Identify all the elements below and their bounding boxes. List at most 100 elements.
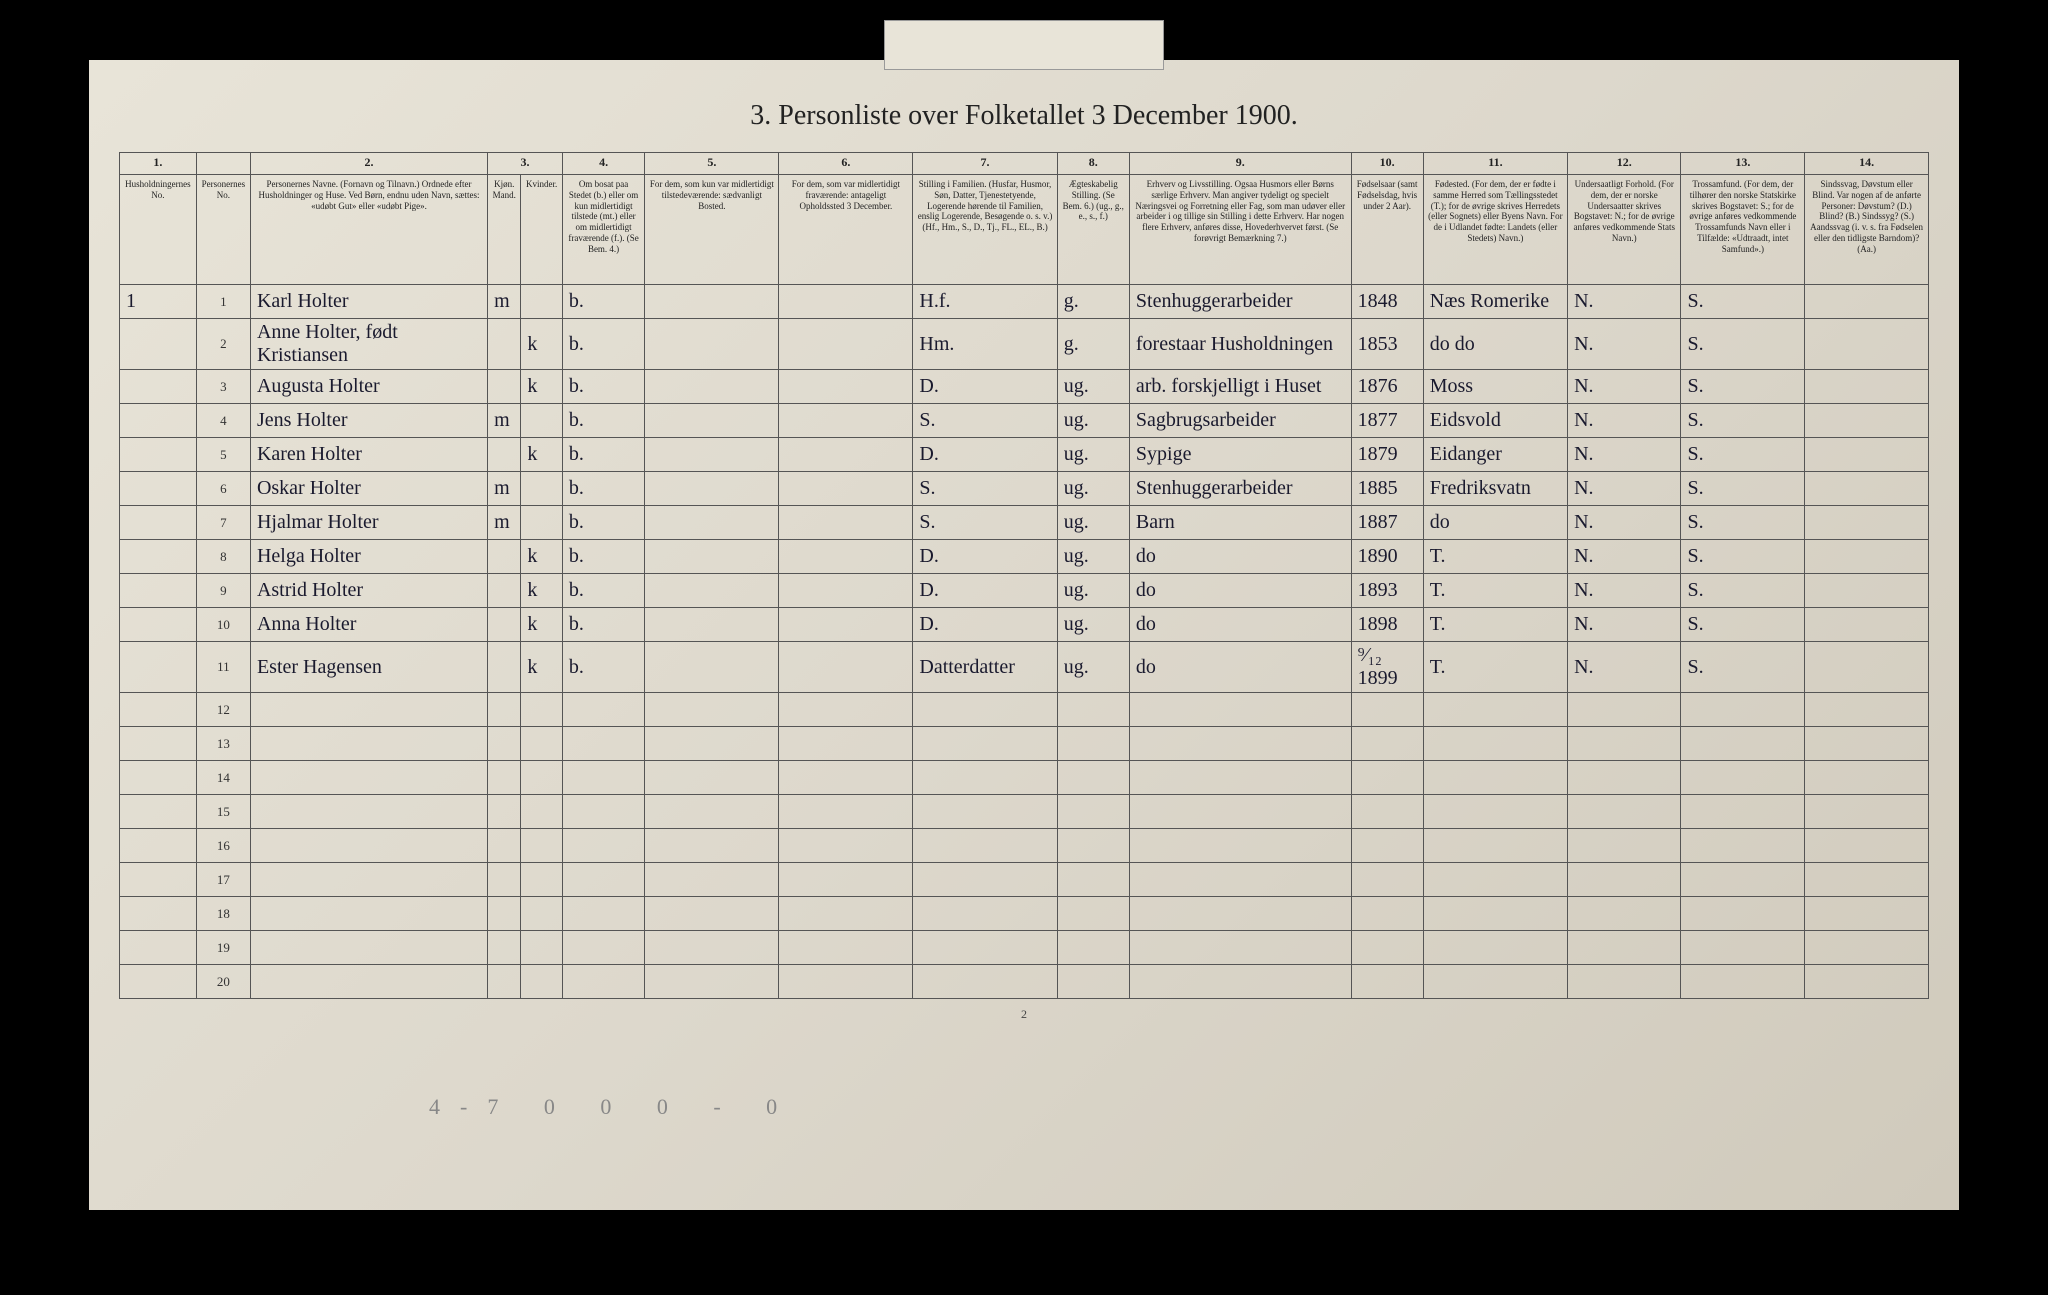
hdr-temp-present: For dem, som kun var midlertidigt tilste… bbox=[645, 175, 779, 285]
cell-marital: ug. bbox=[1057, 404, 1129, 438]
cell-birth-year bbox=[1351, 829, 1423, 863]
cell-sex-k bbox=[521, 863, 563, 897]
cell-disability bbox=[1805, 693, 1929, 727]
cell-temp-present bbox=[645, 727, 779, 761]
cell-name: Oskar Holter bbox=[250, 472, 487, 506]
cell-birthplace bbox=[1423, 897, 1567, 931]
hdr-residence: Om bosat paa Stedet (b.) eller om kun mi… bbox=[562, 175, 644, 285]
cell-nationality: N. bbox=[1568, 370, 1681, 404]
table-row: 3Augusta Holterkb.D.ug.arb. forskjelligt… bbox=[120, 370, 1929, 404]
colnum-8: 8. bbox=[1057, 153, 1129, 175]
table-row: 6Oskar Holtermb.S.ug.Stenhuggerarbeider1… bbox=[120, 472, 1929, 506]
cell-nationality: N. bbox=[1568, 472, 1681, 506]
cell-birth-year: 1893 bbox=[1351, 574, 1423, 608]
cell-birth-year: 1890 bbox=[1351, 540, 1423, 574]
cell-temp-present bbox=[645, 438, 779, 472]
cell-marital bbox=[1057, 931, 1129, 965]
hdr-religion: Trossamfund. (For dem, der tilhører den … bbox=[1681, 175, 1805, 285]
colnum-4: 4. bbox=[562, 153, 644, 175]
colnum-13: 13. bbox=[1681, 153, 1805, 175]
cell-family-pos: H.f. bbox=[913, 285, 1057, 319]
cell-temp-present bbox=[645, 608, 779, 642]
cell-marital: ug. bbox=[1057, 608, 1129, 642]
cell-family-pos: D. bbox=[913, 370, 1057, 404]
cell-temp-absent bbox=[779, 795, 913, 829]
cell-temp-present bbox=[645, 693, 779, 727]
cell-sex-k bbox=[521, 506, 563, 540]
cell-temp-absent bbox=[779, 438, 913, 472]
cell-temp-present bbox=[645, 472, 779, 506]
cell-sex-m bbox=[488, 897, 521, 931]
cell-birthplace: Næs Romerike bbox=[1423, 285, 1567, 319]
cell-temp-absent bbox=[779, 931, 913, 965]
cell-occupation: Sagbrugsarbeider bbox=[1129, 404, 1351, 438]
cell-nationality bbox=[1568, 931, 1681, 965]
cell-sex-k bbox=[521, 931, 563, 965]
cell-religion: S. bbox=[1681, 370, 1805, 404]
table-row: 5Karen Holterkb.D.ug.Sypige1879EidangerN… bbox=[120, 438, 1929, 472]
cell-family-pos bbox=[913, 727, 1057, 761]
cell-occupation: do bbox=[1129, 574, 1351, 608]
cell-marital bbox=[1057, 897, 1129, 931]
cell-household-no bbox=[120, 965, 197, 999]
cell-marital: g. bbox=[1057, 285, 1129, 319]
cell-sex-m bbox=[488, 642, 521, 693]
cell-occupation: do bbox=[1129, 642, 1351, 693]
cell-household-no bbox=[120, 761, 197, 795]
cell-sex-m bbox=[488, 370, 521, 404]
cell-occupation: forestaar Husholdningen bbox=[1129, 319, 1351, 370]
cell-temp-absent bbox=[779, 897, 913, 931]
cell-birthplace bbox=[1423, 931, 1567, 965]
cell-family-pos: D. bbox=[913, 608, 1057, 642]
census-page: 3. Personliste over Folketallet 3 Decemb… bbox=[89, 60, 1959, 1210]
cell-family-pos: S. bbox=[913, 506, 1057, 540]
cell-temp-present bbox=[645, 931, 779, 965]
cell-sex-m bbox=[488, 608, 521, 642]
cell-household-no: 1 bbox=[120, 285, 197, 319]
cell-birth-year: 1887 bbox=[1351, 506, 1423, 540]
cell-sex-k bbox=[521, 693, 563, 727]
table-row: 11Karl Holtermb.H.f.g.Stenhuggerarbeider… bbox=[120, 285, 1929, 319]
cell-person-no: 5 bbox=[196, 438, 250, 472]
table-row: 16 bbox=[120, 829, 1929, 863]
cell-birthplace bbox=[1423, 727, 1567, 761]
cell-marital bbox=[1057, 965, 1129, 999]
cell-temp-present bbox=[645, 506, 779, 540]
cell-temp-absent bbox=[779, 574, 913, 608]
cell-temp-present bbox=[645, 761, 779, 795]
hdr-temp-absent: For dem, som var midlertidigt fraværende… bbox=[779, 175, 913, 285]
column-header-row: Husholdningernes No. Personernes No. Per… bbox=[120, 175, 1929, 285]
cell-nationality: N. bbox=[1568, 642, 1681, 693]
cell-marital: ug. bbox=[1057, 370, 1129, 404]
cell-household-no bbox=[120, 931, 197, 965]
cell-sex-m bbox=[488, 693, 521, 727]
hdr-household-no: Husholdningernes No. bbox=[120, 175, 197, 285]
cell-residence bbox=[562, 761, 644, 795]
column-number-row: 1. 2. 3. 4. 5. 6. 7. 8. 9. 10. 11. 12. 1… bbox=[120, 153, 1929, 175]
cell-residence bbox=[562, 727, 644, 761]
cell-occupation bbox=[1129, 897, 1351, 931]
cell-marital: ug. bbox=[1057, 506, 1129, 540]
cell-birthplace: T. bbox=[1423, 540, 1567, 574]
cell-residence: b. bbox=[562, 319, 644, 370]
cell-temp-absent bbox=[779, 472, 913, 506]
cell-household-no bbox=[120, 506, 197, 540]
cell-birth-year: 1876 bbox=[1351, 370, 1423, 404]
cell-disability bbox=[1805, 472, 1929, 506]
table-row: 12 bbox=[120, 693, 1929, 727]
table-body: 11Karl Holtermb.H.f.g.Stenhuggerarbeider… bbox=[120, 285, 1929, 999]
cell-household-no bbox=[120, 693, 197, 727]
cell-temp-present bbox=[645, 795, 779, 829]
table-row: 9Astrid Holterkb.D.ug.do1893T.N.S. bbox=[120, 574, 1929, 608]
cell-family-pos: S. bbox=[913, 404, 1057, 438]
colnum-2: 2. bbox=[250, 153, 487, 175]
cell-birthplace: Moss bbox=[1423, 370, 1567, 404]
cell-occupation bbox=[1129, 727, 1351, 761]
cell-residence bbox=[562, 795, 644, 829]
cell-birthplace bbox=[1423, 863, 1567, 897]
cell-sex-k bbox=[521, 727, 563, 761]
cell-person-no: 1 bbox=[196, 285, 250, 319]
cell-temp-absent bbox=[779, 285, 913, 319]
hdr-family-pos: Stilling i Familien. (Husfar, Husmor, Sø… bbox=[913, 175, 1057, 285]
cell-sex-m: m bbox=[488, 472, 521, 506]
